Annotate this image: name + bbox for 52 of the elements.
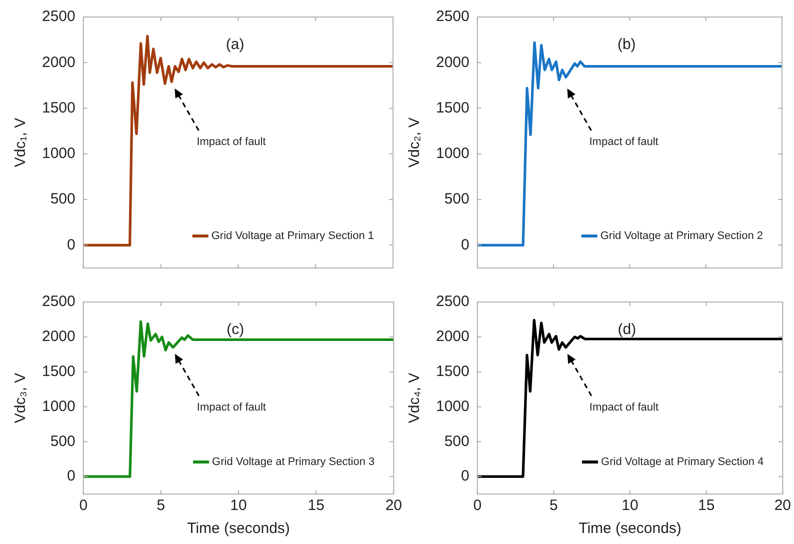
- y-tick-label: 500: [50, 432, 76, 450]
- annotation: (b): [617, 36, 636, 54]
- y-tick-label: 500: [444, 432, 470, 450]
- y-tick-label: 2500: [42, 8, 76, 26]
- y-tick-label: 1000: [436, 398, 470, 415]
- y-tick-label: 1000: [42, 145, 76, 162]
- annotation: Impact of fault: [589, 136, 658, 148]
- annotation: (d): [618, 321, 636, 338]
- y-tick-label: 0: [67, 468, 76, 485]
- y-axis-title: Vdc₃, V: [12, 372, 30, 424]
- x-tick-label: 15: [698, 497, 715, 514]
- y-tick-label: 1500: [436, 362, 470, 380]
- y-tick-label: 1500: [42, 362, 76, 380]
- y-tick-label: 1500: [436, 99, 470, 116]
- legend-label: Grid Voltage at Primary Section 3: [212, 456, 375, 468]
- y-tick-label: 1000: [436, 145, 470, 162]
- y-tick-label: 2500: [436, 8, 470, 26]
- legend-label: Grid Voltage at Primary Section 1: [211, 230, 374, 242]
- y-tick-label: 2000: [436, 54, 470, 71]
- x-tick-label: 10: [622, 497, 638, 514]
- x-axis-title: Time (seconds): [187, 520, 290, 538]
- y-tick-label: 2000: [42, 328, 76, 346]
- annotation: (c): [226, 321, 244, 338]
- y-tick-label: 0: [67, 236, 76, 254]
- legend-label: Grid Voltage at Primary Section 2: [600, 230, 764, 242]
- y-tick-label: 500: [444, 190, 470, 208]
- x-tick-label: 0: [79, 497, 88, 514]
- annotation: (a): [226, 36, 244, 54]
- annotation: Impact of fault: [196, 401, 266, 414]
- y-tick-label: 2500: [42, 293, 76, 310]
- x-tick-label: 15: [308, 497, 324, 514]
- y-tick-label: 1000: [42, 398, 76, 415]
- y-tick-label: 2500: [436, 293, 470, 310]
- y-tick-label: 0: [461, 468, 470, 485]
- y-tick-label: 1500: [42, 99, 76, 116]
- y-axis-title: Vdc₂, V: [406, 117, 424, 168]
- y-tick-label: 500: [50, 190, 76, 208]
- y-tick-label: 2000: [436, 328, 470, 346]
- y-axis-title: Vdc₄, V: [406, 372, 424, 424]
- x-axis-title: Time (seconds): [578, 520, 682, 538]
- x-tick-label: 0: [473, 497, 482, 514]
- x-tick-label: 5: [550, 497, 558, 514]
- y-tick-label: 2000: [42, 54, 76, 71]
- y-axis-title: Vdc₁, V: [12, 118, 30, 168]
- legend-label: Grid Voltage at Primary Section 4: [601, 456, 764, 468]
- y-tick-label: 0: [461, 236, 470, 254]
- x-tick-label: 10: [230, 497, 247, 514]
- annotation: Impact of fault: [589, 401, 659, 414]
- x-tick-label: 20: [385, 497, 402, 514]
- x-tick-label: 5: [156, 497, 166, 514]
- x-tick-label: 20: [774, 497, 791, 514]
- annotation: Impact of fault: [196, 136, 266, 148]
